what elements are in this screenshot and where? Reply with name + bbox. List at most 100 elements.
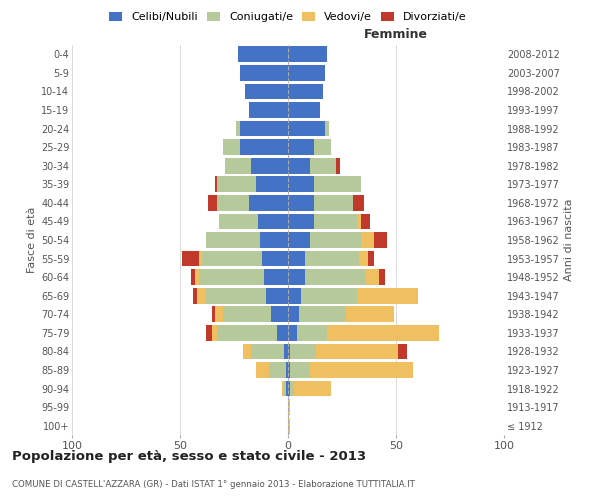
- Bar: [288, 120, 325, 136]
- Bar: [288, 65, 325, 81]
- Bar: [288, 399, 290, 415]
- Bar: [288, 362, 290, 378]
- Bar: [249, 195, 288, 211]
- Bar: [357, 288, 418, 304]
- Bar: [242, 344, 251, 359]
- Bar: [288, 288, 301, 304]
- Bar: [314, 176, 361, 192]
- Bar: [374, 232, 388, 248]
- Bar: [310, 158, 335, 174]
- Bar: [288, 232, 310, 248]
- Bar: [288, 46, 327, 62]
- Bar: [290, 362, 310, 378]
- Bar: [346, 306, 394, 322]
- Bar: [195, 269, 199, 285]
- Bar: [284, 344, 288, 359]
- Bar: [288, 269, 305, 285]
- Bar: [325, 120, 329, 136]
- Bar: [398, 344, 407, 359]
- Bar: [223, 306, 271, 322]
- Text: Popolazione per età, sesso e stato civile - 2013: Popolazione per età, sesso e stato civil…: [12, 450, 366, 463]
- Bar: [301, 288, 357, 304]
- Bar: [258, 214, 288, 230]
- Bar: [217, 325, 277, 341]
- Bar: [251, 158, 288, 174]
- Bar: [288, 344, 290, 359]
- Bar: [296, 325, 327, 341]
- Bar: [310, 362, 413, 378]
- Bar: [288, 418, 290, 434]
- Bar: [288, 102, 320, 118]
- Bar: [236, 120, 241, 136]
- Bar: [262, 250, 288, 266]
- Bar: [208, 195, 217, 211]
- Bar: [361, 214, 370, 230]
- Bar: [366, 269, 379, 285]
- Bar: [215, 176, 217, 192]
- Bar: [288, 84, 323, 100]
- Bar: [286, 380, 288, 396]
- Bar: [288, 325, 296, 341]
- Bar: [327, 325, 439, 341]
- Bar: [182, 250, 199, 266]
- Bar: [335, 158, 340, 174]
- Bar: [314, 140, 331, 155]
- Bar: [314, 195, 353, 211]
- Bar: [316, 344, 398, 359]
- Bar: [361, 232, 374, 248]
- Bar: [215, 306, 223, 322]
- Bar: [260, 232, 288, 248]
- Bar: [295, 380, 331, 396]
- Bar: [241, 120, 288, 136]
- Bar: [288, 140, 314, 155]
- Bar: [256, 176, 288, 192]
- Bar: [212, 325, 217, 341]
- Bar: [305, 250, 359, 266]
- Bar: [193, 288, 197, 304]
- Bar: [264, 269, 288, 285]
- Bar: [353, 195, 364, 211]
- Bar: [288, 306, 299, 322]
- Bar: [290, 344, 316, 359]
- Bar: [251, 344, 284, 359]
- Bar: [249, 102, 288, 118]
- Bar: [217, 195, 249, 211]
- Bar: [357, 214, 361, 230]
- Bar: [197, 288, 206, 304]
- Bar: [288, 250, 305, 266]
- Bar: [288, 380, 290, 396]
- Bar: [305, 269, 366, 285]
- Bar: [281, 380, 284, 396]
- Bar: [212, 306, 215, 322]
- Bar: [206, 232, 260, 248]
- Bar: [226, 158, 251, 174]
- Bar: [217, 176, 256, 192]
- Bar: [223, 140, 241, 155]
- Bar: [284, 380, 286, 396]
- Bar: [290, 380, 295, 396]
- Legend: Celibi/Nubili, Coniugati/e, Vedovi/e, Divorziati/e: Celibi/Nubili, Coniugati/e, Vedovi/e, Di…: [109, 12, 467, 22]
- Text: COMUNE DI CASTELL'AZZARA (GR) - Dati ISTAT 1° gennaio 2013 - Elaborazione TUTTIT: COMUNE DI CASTELL'AZZARA (GR) - Dati IST…: [12, 480, 415, 489]
- Bar: [288, 195, 314, 211]
- Bar: [199, 250, 202, 266]
- Bar: [359, 250, 368, 266]
- Bar: [219, 214, 258, 230]
- Bar: [379, 269, 385, 285]
- Bar: [286, 362, 288, 378]
- Bar: [241, 140, 288, 155]
- Bar: [199, 269, 264, 285]
- Y-axis label: Fasce di età: Fasce di età: [26, 207, 37, 273]
- Bar: [191, 269, 195, 285]
- Text: Femmine: Femmine: [364, 28, 428, 41]
- Bar: [368, 250, 374, 266]
- Bar: [277, 325, 288, 341]
- Bar: [245, 84, 288, 100]
- Bar: [288, 176, 314, 192]
- Bar: [238, 46, 288, 62]
- Bar: [241, 65, 288, 81]
- Bar: [299, 306, 346, 322]
- Bar: [269, 362, 286, 378]
- Bar: [206, 288, 266, 304]
- Bar: [271, 306, 288, 322]
- Bar: [256, 362, 269, 378]
